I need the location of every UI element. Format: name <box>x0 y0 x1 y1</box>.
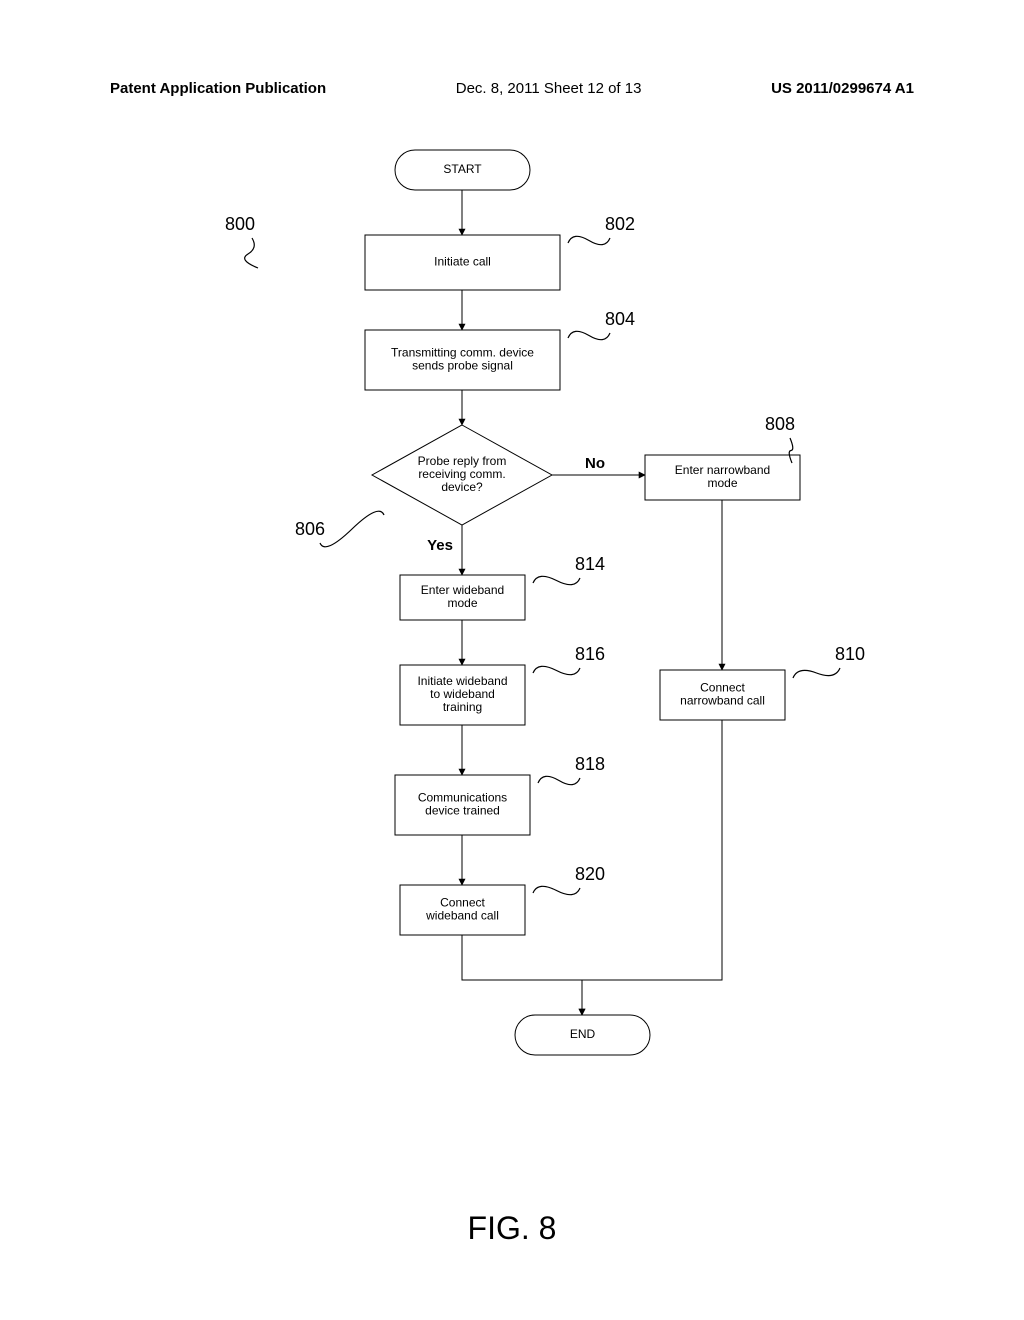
svg-text:Initiate call: Initiate call <box>434 255 491 269</box>
svg-text:narrowband call: narrowband call <box>680 694 765 708</box>
svg-text:810: 810 <box>835 644 865 664</box>
svg-text:Enter wideband: Enter wideband <box>421 583 504 597</box>
svg-text:receiving comm.: receiving comm. <box>418 467 505 481</box>
svg-text:804: 804 <box>605 309 635 329</box>
svg-text:sends probe signal: sends probe signal <box>412 359 513 373</box>
header-center: Dec. 8, 2011 Sheet 12 of 13 <box>456 80 642 97</box>
svg-text:Communications: Communications <box>418 791 507 805</box>
svg-text:Probe reply from: Probe reply from <box>418 454 507 468</box>
svg-text:Enter narrowband: Enter narrowband <box>675 463 770 477</box>
svg-text:device trained: device trained <box>425 804 500 818</box>
header-right: US 2011/0299674 A1 <box>771 80 914 97</box>
svg-text:802: 802 <box>605 214 635 234</box>
svg-text:814: 814 <box>575 554 605 574</box>
svg-text:Yes: Yes <box>427 537 453 554</box>
svg-text:820: 820 <box>575 864 605 884</box>
svg-text:Connect: Connect <box>700 681 745 695</box>
svg-text:mode: mode <box>707 476 737 490</box>
svg-text:806: 806 <box>295 519 325 539</box>
svg-text:Connect: Connect <box>440 896 485 910</box>
header-left: Patent Application Publication <box>110 80 326 97</box>
figure-caption: FIG. 8 <box>0 1210 1024 1247</box>
svg-text:Transmitting comm. device: Transmitting comm. device <box>391 346 534 360</box>
svg-text:mode: mode <box>447 596 477 610</box>
svg-text:800: 800 <box>225 214 255 234</box>
svg-text:No: No <box>585 455 605 472</box>
svg-text:Initiate wideband: Initiate wideband <box>417 674 507 688</box>
svg-text:to wideband: to wideband <box>430 687 495 701</box>
svg-text:START: START <box>443 162 482 176</box>
flowchart: START Initiate call 802 800 Transmitting com… <box>0 130 1024 1210</box>
svg-text:training: training <box>443 700 482 714</box>
svg-text:device?: device? <box>441 480 483 494</box>
svg-text:808: 808 <box>765 414 795 434</box>
svg-text:818: 818 <box>575 754 605 774</box>
svg-text:816: 816 <box>575 644 605 664</box>
svg-text:END: END <box>570 1027 596 1041</box>
page-header: Patent Application Publication Dec. 8, 2… <box>0 80 1024 97</box>
svg-text:wideband call: wideband call <box>425 909 499 923</box>
